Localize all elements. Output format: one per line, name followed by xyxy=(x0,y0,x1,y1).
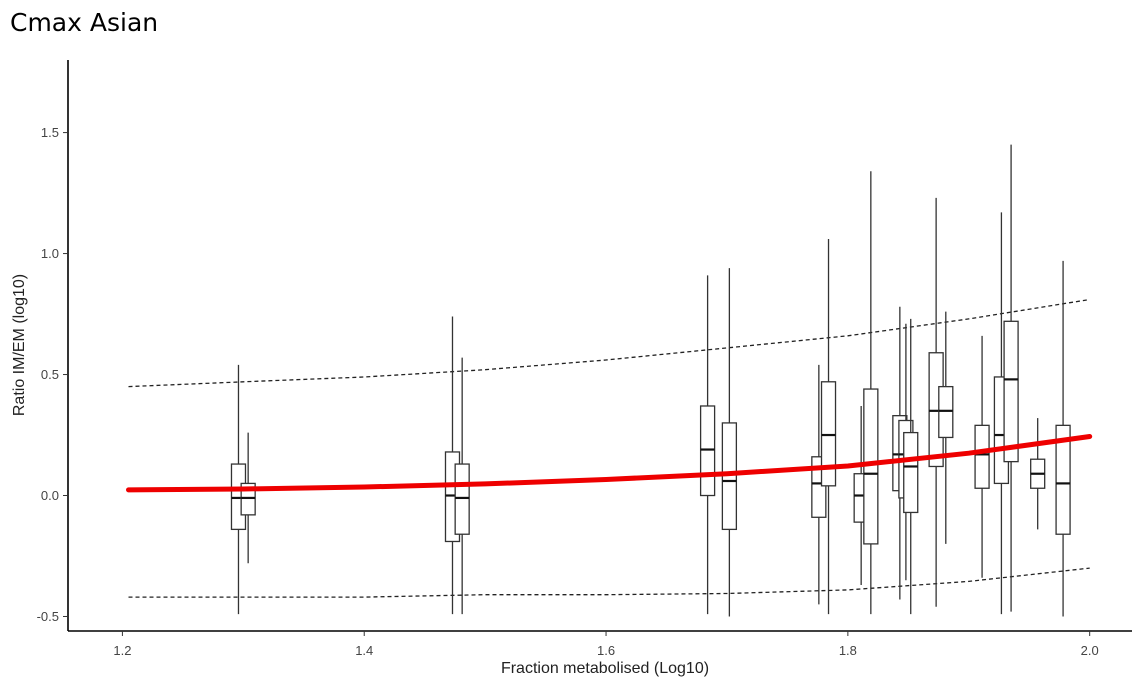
y-tick-label: 0.5 xyxy=(41,367,59,382)
box-plot xyxy=(938,311,954,544)
box-plots xyxy=(230,144,1071,617)
x-ticks: 1.2 1.4 1.6 1.8 2.0 xyxy=(113,631,1099,658)
trend-line xyxy=(126,434,1093,493)
box-plot xyxy=(820,239,837,615)
box-body xyxy=(454,463,470,535)
trend-line-group xyxy=(126,434,1093,493)
x-tick-label: 1.6 xyxy=(597,643,615,658)
box-body xyxy=(903,431,919,514)
box-plot xyxy=(240,432,256,564)
box-body xyxy=(820,381,837,487)
y-ticks: -0.5 0.0 0.5 1.0 1.5 xyxy=(37,125,68,624)
x-axis-title: Fraction metabolised (Log10) xyxy=(501,660,709,677)
y-tick-label: -0.5 xyxy=(37,609,59,624)
box-body xyxy=(938,385,954,439)
box-body xyxy=(1003,320,1019,463)
chart-title: Cmax Asian xyxy=(10,8,159,37)
box-plot xyxy=(1003,144,1019,612)
upper-prediction-band xyxy=(128,298,1090,388)
x-tick-label: 1.4 xyxy=(355,643,373,658)
y-tick-label: 1.5 xyxy=(41,125,59,140)
box-plot xyxy=(974,335,990,578)
box-plot xyxy=(1030,418,1046,530)
box-plot xyxy=(699,275,716,615)
lower-prediction-band xyxy=(128,567,1090,598)
box-plot xyxy=(903,318,919,615)
y-tick-label: 1.0 xyxy=(41,246,59,261)
box-body xyxy=(1055,424,1071,535)
box-plot xyxy=(863,171,879,615)
box-body xyxy=(974,424,990,489)
box-plot xyxy=(721,268,738,617)
confidence-bands xyxy=(128,298,1090,598)
y-tick-label: 0.0 xyxy=(41,488,59,503)
axes xyxy=(67,60,1132,632)
x-tick-label: 1.2 xyxy=(113,643,131,658)
x-tick-label: 2.0 xyxy=(1081,643,1099,658)
y-axis-title: Ratio IM/EM (log10) xyxy=(11,274,28,416)
box-body xyxy=(699,405,716,497)
x-tick-label: 1.8 xyxy=(839,643,857,658)
